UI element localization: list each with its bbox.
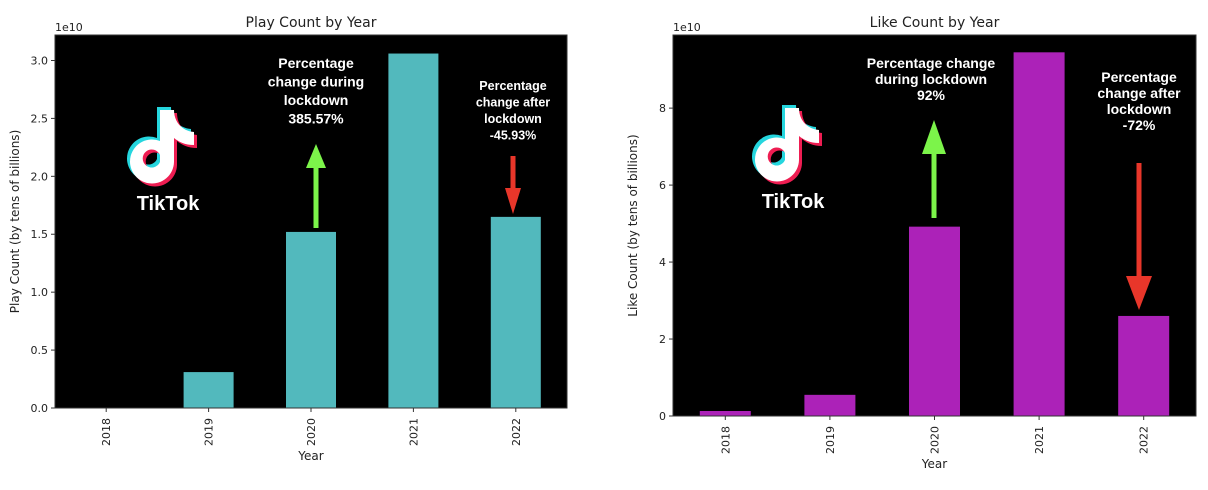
annotation-text: 385.57% [288,111,344,127]
y-tick-label: 8 [659,102,666,115]
bar-2020 [909,226,960,416]
x-tick-label: 2021 [407,418,420,446]
chart-title-0: Play Count by Year [246,15,377,31]
annotation-text: lockdown [484,112,542,126]
up-arrow-head-icon [922,120,946,154]
x-tick-label: 2021 [1033,426,1046,454]
annotation-text: Percentage [479,79,546,93]
y-tick-label: 0 [659,410,666,423]
chart-title-1: Like Count by Year [870,15,1000,31]
up-arrow-head-icon [306,144,326,168]
x-tick-label: 2022 [1138,426,1151,454]
x-tick-label: 2019 [203,418,216,446]
annotation-text: 92% [917,87,946,103]
annotation-text: change during [268,74,364,90]
y-tick-label: 0.0 [31,402,49,415]
x-tick-label: 2022 [510,418,523,446]
annotation-text: Percentage [1101,69,1177,85]
x-tick-label: 2019 [824,426,837,454]
annotation-text: Percentage [278,55,354,71]
bar-2019 [183,372,234,408]
down-arrow-head-icon [505,188,521,214]
offset-label-1: 1e10 [673,21,701,34]
bar-2022 [1118,315,1170,416]
x-axis-label-0: Year [297,449,323,463]
y-axis-label-1: Like Count (by tens of billions) [626,134,640,316]
offset-label-0: 1e10 [55,21,83,34]
tiktok-logo-text: TikTok [137,193,200,215]
x-tick-label: 2018 [719,426,732,454]
y-tick-label: 1.0 [31,286,49,299]
y-axis-label-0: Play Count (by tens of billions) [8,130,22,313]
annotation-text: change after [476,96,550,110]
annotation-text: -72% [1123,117,1156,133]
y-tick-label: 6 [659,179,666,192]
annotation-text: -45.93% [490,129,537,143]
y-tick-label: 1.5 [31,228,49,241]
bar-2021 [388,53,439,409]
x-axis-label-1: Year [921,457,947,471]
annotation-text: lockdown [1107,101,1172,117]
bar-2020 [286,231,336,408]
annotation-text: change after [1097,85,1181,101]
annotation-text: lockdown [284,92,349,108]
x-tick-label: 2018 [100,418,113,446]
tiktok-logo-icon: TikTok [127,107,200,215]
bar-2022 [490,216,541,408]
tiktok-logo-text: TikTok [762,191,825,213]
y-tick-label: 3.0 [31,54,49,67]
x-tick-label: 2020 [929,426,942,454]
annotation-text: Percentage change [867,55,996,71]
y-tick-label: 0.5 [31,344,49,357]
bar-2018 [699,410,751,416]
down-arrow-head-icon [1126,276,1152,310]
y-tick-label: 2 [659,333,666,346]
tiktok-logo-icon: TikTok [752,105,825,213]
bar-2021 [1013,52,1065,417]
y-tick-label: 2.5 [31,112,49,125]
y-tick-label: 2.0 [31,170,49,183]
bar-2019 [804,394,856,416]
x-tick-label: 2020 [305,418,318,446]
annotation-text: during lockdown [875,71,987,87]
y-tick-label: 4 [659,256,666,269]
